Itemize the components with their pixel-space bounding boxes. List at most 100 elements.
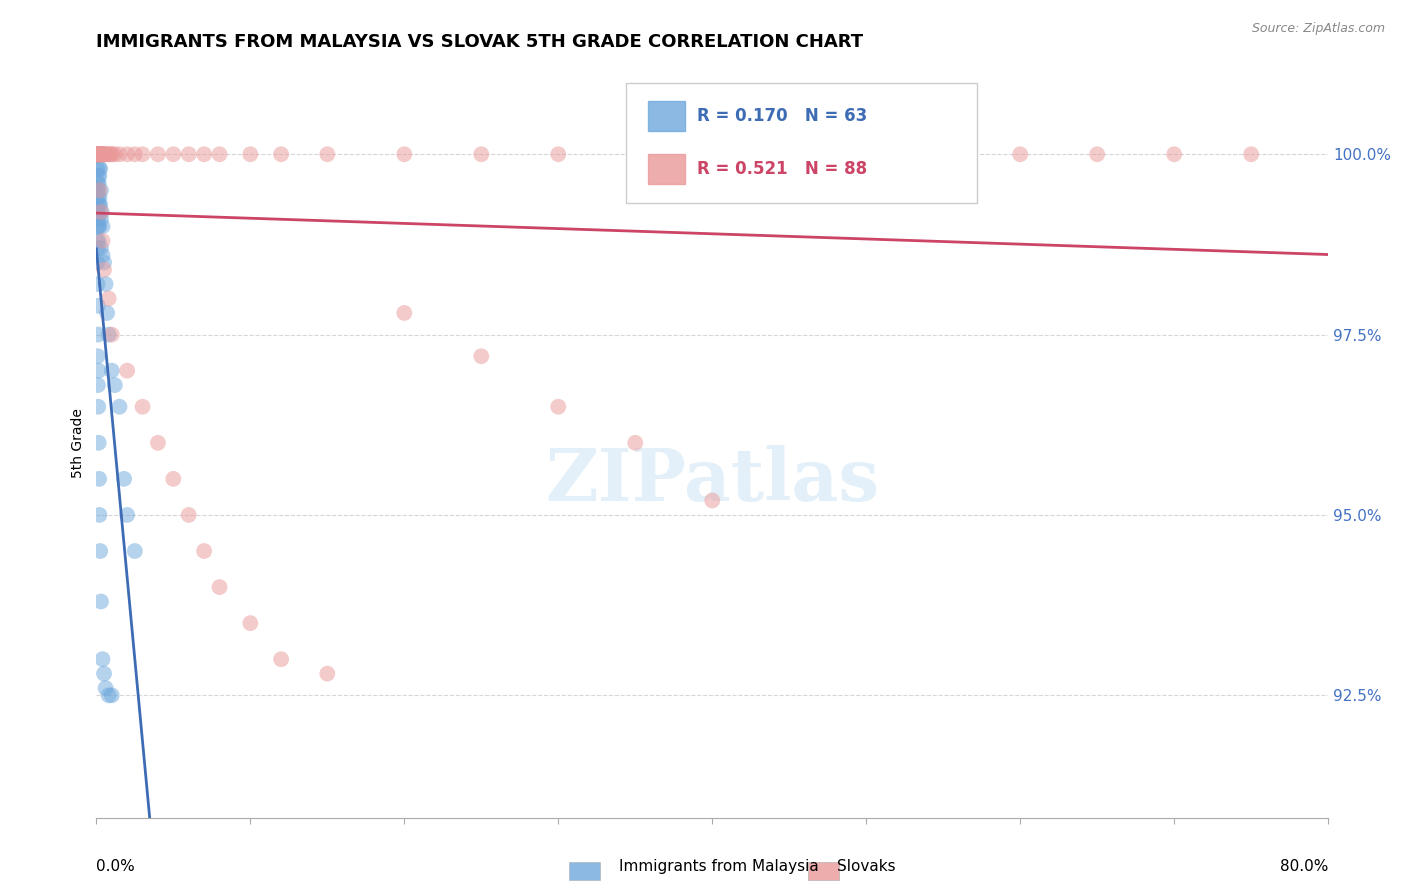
Point — [90, 183, 112, 197]
Point — [87, 364, 110, 378]
Point — [87, 435, 110, 450]
Point — [394, 147, 416, 161]
Point — [87, 147, 110, 161]
Point — [91, 652, 114, 666]
Y-axis label: 5th Grade: 5th Grade — [72, 408, 86, 478]
Point — [162, 147, 184, 161]
Point — [115, 364, 138, 378]
Point — [97, 292, 120, 306]
Point — [778, 147, 800, 161]
Point — [108, 147, 131, 161]
Point — [89, 147, 111, 161]
Point — [90, 594, 112, 608]
Point — [89, 169, 111, 183]
Point — [239, 147, 262, 161]
Point — [87, 147, 110, 161]
Point — [86, 349, 108, 363]
Point — [87, 147, 110, 161]
Point — [270, 147, 292, 161]
Point — [86, 147, 108, 161]
Point — [86, 255, 108, 269]
Point — [87, 147, 110, 161]
Point — [87, 147, 110, 161]
Point — [104, 378, 127, 392]
Point — [87, 147, 110, 161]
Point — [89, 147, 111, 161]
Point — [87, 147, 110, 161]
Point — [90, 241, 112, 255]
Text: ZIPatlas: ZIPatlas — [546, 445, 879, 516]
Point — [87, 212, 110, 227]
Point — [91, 219, 114, 234]
Point — [131, 400, 153, 414]
Point — [100, 364, 122, 378]
Point — [86, 147, 108, 161]
Bar — [648, 102, 685, 131]
Point — [100, 688, 122, 702]
Point — [104, 147, 127, 161]
Text: 80.0%: 80.0% — [1279, 859, 1329, 874]
Point — [94, 681, 117, 695]
Point — [316, 666, 339, 681]
FancyBboxPatch shape — [626, 83, 977, 202]
Point — [86, 183, 108, 197]
Text: Source: ZipAtlas.com: Source: ZipAtlas.com — [1251, 22, 1385, 36]
Point — [208, 147, 231, 161]
Point — [124, 147, 146, 161]
Point — [89, 147, 111, 161]
Point — [146, 147, 169, 161]
Point — [87, 147, 110, 161]
Point — [87, 147, 110, 161]
Point — [89, 147, 111, 161]
Point — [86, 161, 108, 176]
Point — [89, 147, 111, 161]
Point — [89, 147, 111, 161]
Point — [87, 147, 110, 161]
Point — [177, 508, 200, 522]
Point — [90, 147, 112, 161]
Point — [124, 544, 146, 558]
Text: Slovaks: Slovaks — [837, 859, 896, 873]
Point — [547, 400, 569, 414]
Text: R = 0.170   N = 63: R = 0.170 N = 63 — [697, 107, 868, 126]
Text: Immigrants from Malaysia: Immigrants from Malaysia — [619, 859, 818, 873]
Point — [97, 688, 120, 702]
Point — [87, 147, 110, 161]
Point — [87, 190, 110, 204]
Point — [193, 544, 215, 558]
Text: 0.0%: 0.0% — [97, 859, 135, 874]
Point — [87, 234, 110, 248]
Point — [855, 147, 877, 161]
Point — [90, 147, 112, 161]
Point — [115, 508, 138, 522]
Point — [86, 205, 108, 219]
Point — [90, 147, 112, 161]
Point — [91, 147, 114, 161]
Point — [87, 147, 110, 161]
Point — [89, 183, 111, 197]
Point — [624, 435, 647, 450]
Point — [87, 147, 110, 161]
Point — [90, 212, 112, 227]
Point — [86, 176, 108, 190]
Point — [94, 147, 117, 161]
Point — [702, 493, 724, 508]
Point — [87, 378, 110, 392]
Point — [97, 327, 120, 342]
Point — [115, 147, 138, 161]
Point — [702, 147, 724, 161]
Point — [89, 147, 111, 161]
Point — [89, 190, 111, 204]
Point — [89, 219, 111, 234]
Point — [90, 205, 112, 219]
Point — [87, 241, 110, 255]
Point — [89, 544, 111, 558]
Point — [87, 183, 110, 197]
Point — [86, 219, 108, 234]
Point — [87, 205, 110, 219]
Point — [470, 349, 492, 363]
Point — [87, 147, 110, 161]
Point — [547, 147, 569, 161]
Point — [87, 147, 110, 161]
Point — [90, 205, 112, 219]
